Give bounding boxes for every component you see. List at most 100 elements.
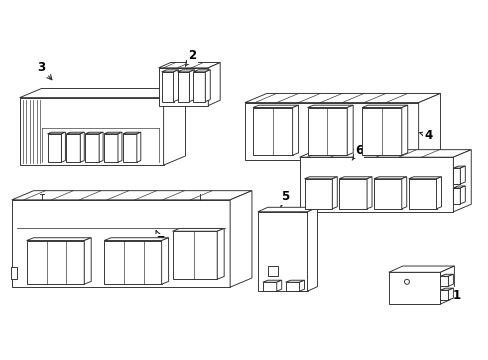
Polygon shape <box>440 288 452 290</box>
Text: 6: 6 <box>351 144 363 160</box>
Polygon shape <box>452 150 470 212</box>
Polygon shape <box>452 186 464 188</box>
Polygon shape <box>447 274 452 286</box>
Polygon shape <box>285 280 304 282</box>
Polygon shape <box>80 132 84 162</box>
Polygon shape <box>257 207 317 212</box>
Polygon shape <box>12 200 230 287</box>
Polygon shape <box>12 191 251 200</box>
Polygon shape <box>104 240 162 284</box>
Polygon shape <box>440 274 452 276</box>
Polygon shape <box>452 188 459 204</box>
Polygon shape <box>408 179 436 209</box>
Polygon shape <box>307 105 352 108</box>
Polygon shape <box>447 288 452 300</box>
Polygon shape <box>299 157 452 212</box>
Polygon shape <box>299 280 304 291</box>
Polygon shape <box>47 132 65 134</box>
Polygon shape <box>162 238 168 284</box>
Polygon shape <box>267 266 277 276</box>
Polygon shape <box>361 108 401 155</box>
Text: 5: 5 <box>280 190 288 207</box>
Text: 2: 2 <box>185 49 196 66</box>
Polygon shape <box>104 132 122 134</box>
Polygon shape <box>361 105 407 108</box>
Polygon shape <box>162 70 178 72</box>
Polygon shape <box>208 63 220 105</box>
Polygon shape <box>436 177 441 209</box>
Polygon shape <box>366 177 371 209</box>
Polygon shape <box>263 280 281 282</box>
Polygon shape <box>346 105 352 155</box>
Polygon shape <box>401 105 407 155</box>
Polygon shape <box>84 238 91 284</box>
Polygon shape <box>440 290 447 300</box>
Polygon shape <box>299 150 470 157</box>
Polygon shape <box>244 103 418 160</box>
Polygon shape <box>440 276 447 286</box>
Polygon shape <box>47 134 61 162</box>
Polygon shape <box>27 240 84 284</box>
Polygon shape <box>285 282 299 291</box>
Polygon shape <box>217 229 224 279</box>
Polygon shape <box>104 134 118 162</box>
Polygon shape <box>158 68 208 105</box>
Polygon shape <box>388 272 440 304</box>
Polygon shape <box>230 191 251 287</box>
Polygon shape <box>257 212 307 291</box>
Polygon shape <box>304 177 337 179</box>
Polygon shape <box>162 72 173 102</box>
Text: 1: 1 <box>445 289 460 302</box>
Polygon shape <box>276 280 281 291</box>
Polygon shape <box>27 238 91 240</box>
Polygon shape <box>11 267 17 279</box>
Polygon shape <box>172 231 217 279</box>
Polygon shape <box>304 179 332 209</box>
Polygon shape <box>66 132 84 134</box>
Polygon shape <box>452 168 459 184</box>
Polygon shape <box>99 132 103 162</box>
Polygon shape <box>440 266 453 304</box>
Polygon shape <box>61 132 65 162</box>
Polygon shape <box>373 179 401 209</box>
Polygon shape <box>193 70 210 72</box>
Polygon shape <box>418 94 440 160</box>
Polygon shape <box>173 70 178 102</box>
Polygon shape <box>85 134 99 162</box>
Polygon shape <box>172 229 224 231</box>
Polygon shape <box>263 282 276 291</box>
Polygon shape <box>122 134 137 162</box>
Polygon shape <box>205 70 210 102</box>
Polygon shape <box>388 266 453 272</box>
Polygon shape <box>85 132 103 134</box>
Polygon shape <box>307 108 346 155</box>
Polygon shape <box>158 63 220 68</box>
Polygon shape <box>292 105 298 155</box>
Polygon shape <box>373 177 406 179</box>
Polygon shape <box>252 105 298 108</box>
Polygon shape <box>118 132 122 162</box>
Text: 3: 3 <box>38 61 52 80</box>
Polygon shape <box>177 70 194 72</box>
Polygon shape <box>401 177 406 209</box>
Polygon shape <box>252 108 292 155</box>
Polygon shape <box>332 177 337 209</box>
Polygon shape <box>137 132 141 162</box>
Polygon shape <box>20 98 163 165</box>
Polygon shape <box>452 166 464 168</box>
Polygon shape <box>408 177 441 179</box>
Polygon shape <box>122 132 141 134</box>
Polygon shape <box>244 94 440 103</box>
Polygon shape <box>20 89 185 98</box>
Polygon shape <box>193 72 205 102</box>
Polygon shape <box>307 207 317 291</box>
Text: 7: 7 <box>156 231 164 248</box>
Polygon shape <box>177 72 189 102</box>
Polygon shape <box>459 166 464 184</box>
Polygon shape <box>189 70 194 102</box>
Polygon shape <box>339 177 371 179</box>
Polygon shape <box>339 179 366 209</box>
Polygon shape <box>459 186 464 204</box>
Polygon shape <box>163 89 185 165</box>
Text: 4: 4 <box>419 129 432 142</box>
